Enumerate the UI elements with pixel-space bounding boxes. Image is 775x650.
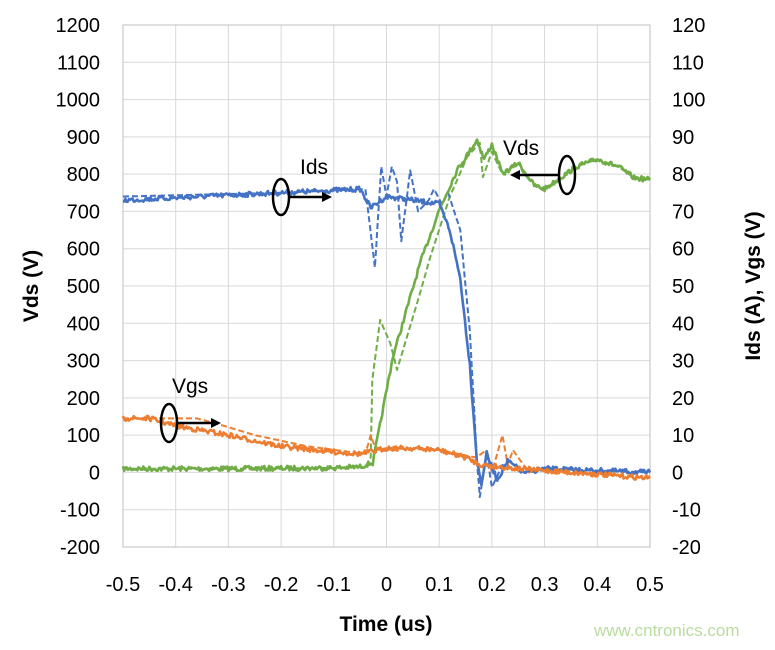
x-tick-label: -0.1 — [317, 574, 351, 596]
y-tick-label: 1100 — [57, 52, 100, 74]
series-line-vgs-solid — [121, 414, 651, 481]
x-tick-label: 0.3 — [531, 574, 559, 596]
x-tick-label: 0 — [381, 574, 392, 596]
series-line-vds-solid — [121, 138, 652, 473]
y-tick-label: 200 — [67, 388, 100, 410]
x-tick-label: -0.3 — [211, 574, 245, 596]
annotation-ids: Ids — [271, 156, 332, 217]
y2-tick-label: 50 — [672, 276, 694, 298]
y2-tick-label: 20 — [672, 388, 694, 410]
annotation-vds-label: Vds — [503, 137, 539, 160]
y-tick-label: -100 — [60, 500, 100, 522]
grid — [122, 24, 651, 548]
y2-tick-label: 70 — [672, 201, 694, 223]
y2-axis-title: Ids (A), Vgs (V) — [742, 211, 765, 360]
x-tick-label: -0.4 — [158, 574, 192, 596]
y2-tick-label: 100 — [672, 90, 705, 112]
y2-tick-label: 0 — [672, 462, 683, 484]
y2-tick-label: 30 — [672, 351, 694, 373]
y-tick-label: 0 — [89, 462, 100, 484]
y2-tick-label: 120 — [672, 15, 705, 37]
annotation-vgs: Vgs — [159, 375, 221, 444]
y-tick-label: -200 — [60, 537, 100, 559]
y2-tick-label: -20 — [672, 537, 701, 559]
plot-border — [122, 24, 651, 548]
series-line-vgs-dashed — [123, 417, 651, 479]
y-axis-ticks: -200 -100 0 100 200 300 400 500 600 700 800 900 1000… — [56, 15, 101, 559]
y-tick-label: 500 — [67, 276, 100, 298]
x-tick-label: 0.2 — [478, 574, 506, 596]
y-tick-label: 100 — [67, 425, 100, 447]
y2-tick-label: 40 — [672, 313, 694, 335]
y2-tick-label: 80 — [672, 164, 694, 186]
annotation-ids-label: Ids — [300, 156, 328, 179]
x-tick-label: 0.4 — [583, 574, 611, 596]
y2-axis-ticks: -20 -10 0 10 20 30 40 50 60 70 80 90 100 110 120 — [672, 15, 705, 559]
x-tick-label: -0.5 — [106, 574, 140, 596]
y-tick-label: 600 — [67, 239, 100, 261]
y2-tick-label: 60 — [672, 239, 694, 261]
y-tick-label: 1200 — [56, 15, 101, 37]
y-tick-label: 400 — [67, 313, 100, 335]
y-tick-label: 300 — [67, 351, 100, 373]
y2-tick-label: -10 — [672, 500, 701, 522]
arrow-head — [510, 170, 520, 180]
annotation-vds: Vds — [503, 137, 577, 196]
y-tick-label: 1000 — [56, 90, 101, 112]
arrow-head — [211, 418, 221, 428]
y2-tick-label: 110 — [672, 52, 704, 74]
series-line-vds-dashed — [123, 141, 651, 470]
y-tick-label: 800 — [67, 164, 100, 186]
x-tick-label: 0.1 — [425, 574, 453, 596]
annotation-vgs-label: Vgs — [172, 375, 208, 398]
series-group — [121, 138, 652, 498]
y-tick-label: 900 — [67, 127, 100, 149]
y-axis-title: Vds (V) — [20, 250, 43, 322]
y2-tick-label: 90 — [672, 127, 694, 149]
y2-tick-label: 10 — [672, 425, 694, 447]
y-tick-label: 700 — [67, 201, 100, 223]
x-axis-title: Time (us) — [340, 613, 433, 636]
x-axis-ticks: -0.5 -0.4 -0.3 -0.2 -0.1 0 0.1 0.2 0.3 0.4 0.5 — [106, 574, 664, 596]
x-tick-label: 0.5 — [636, 574, 664, 596]
arrow-head — [322, 192, 332, 202]
watermark: www.cntronics.com — [593, 621, 739, 640]
x-tick-label: -0.2 — [264, 574, 298, 596]
